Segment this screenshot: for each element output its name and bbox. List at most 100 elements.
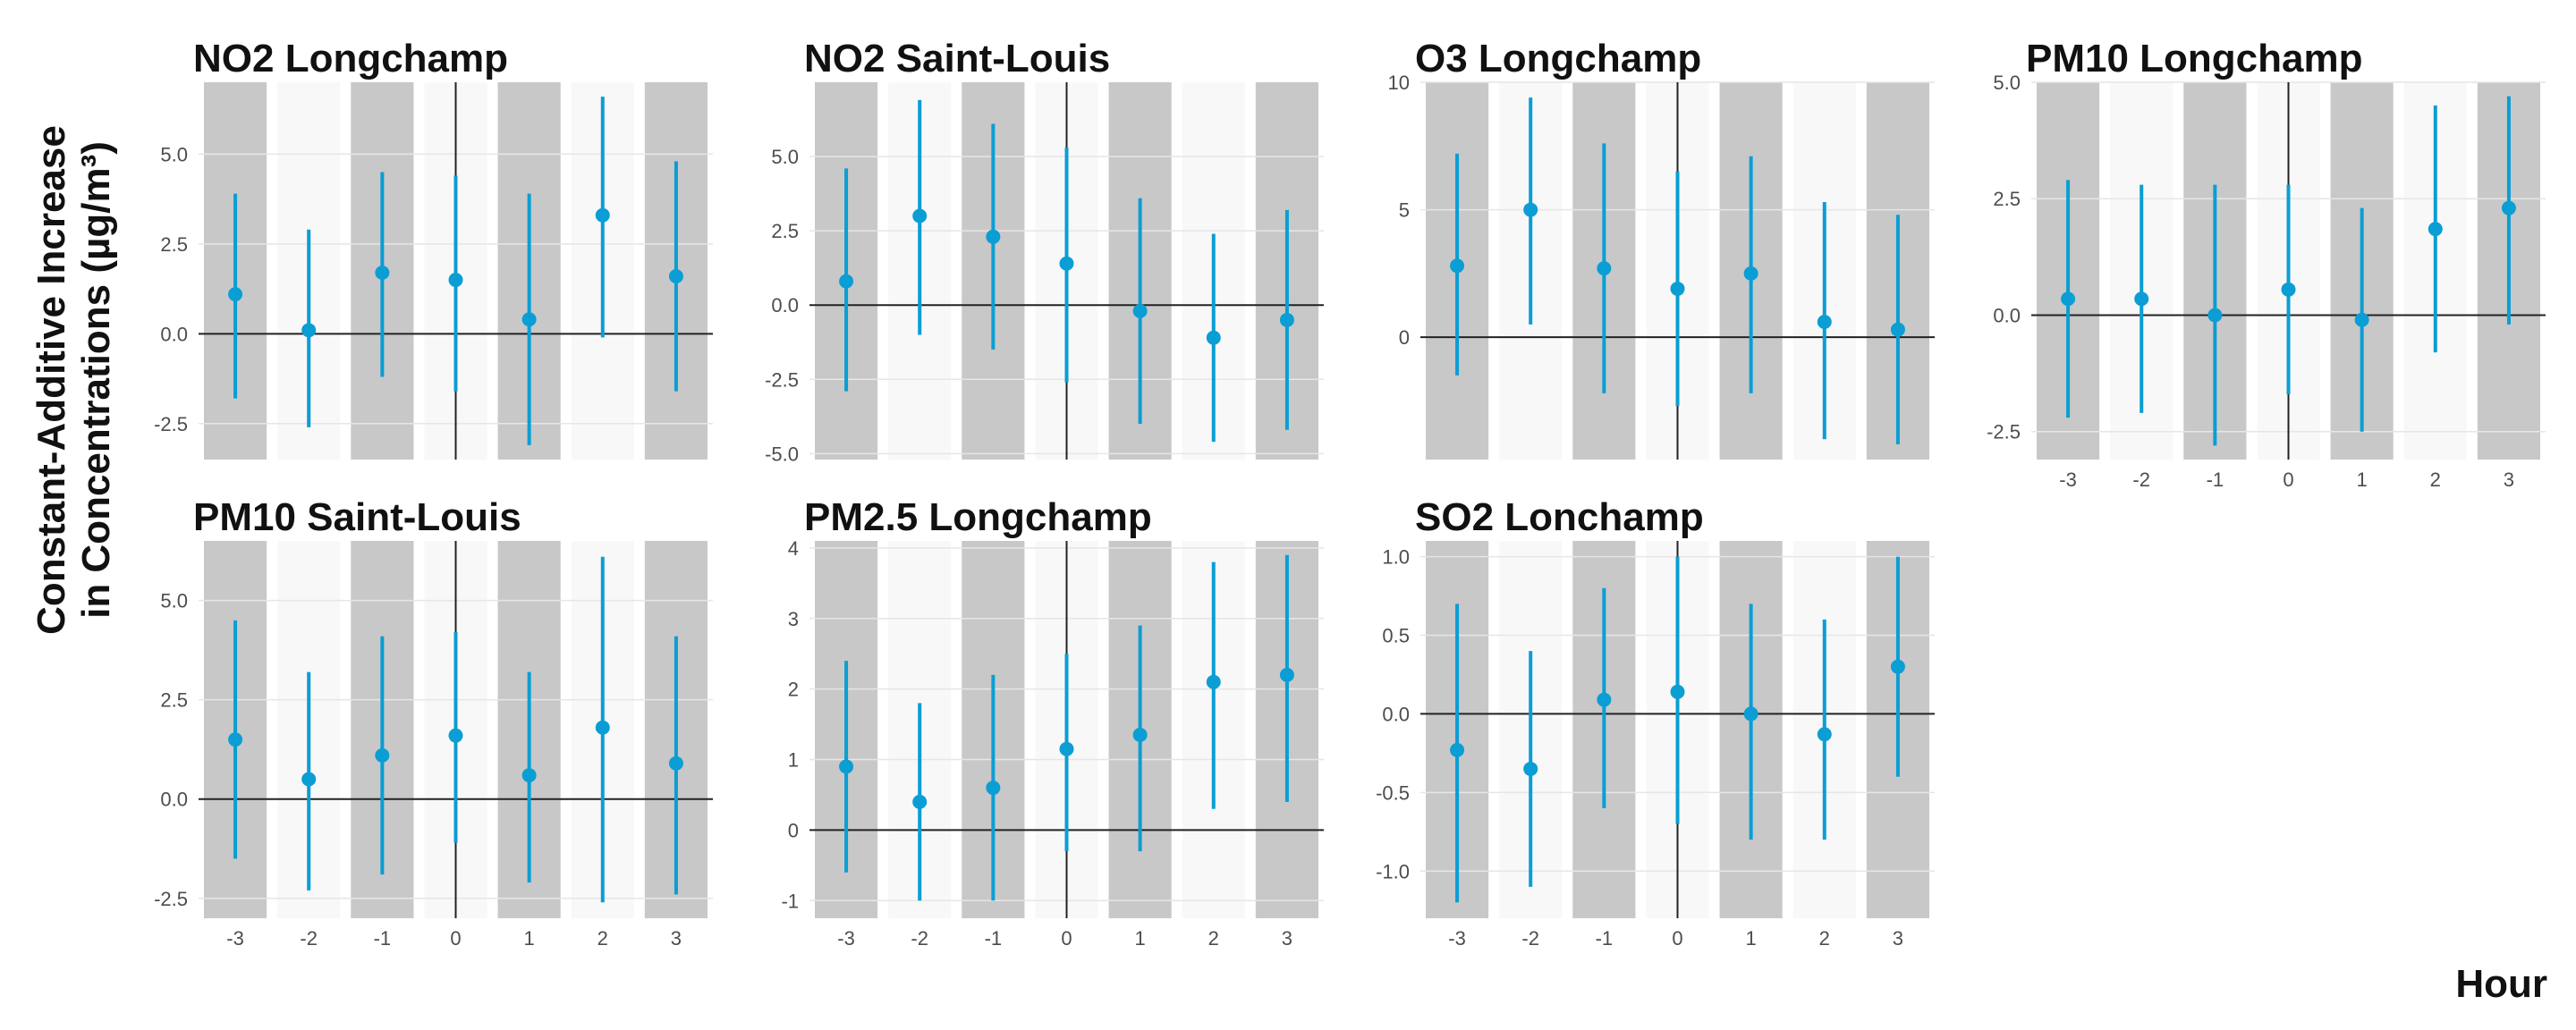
x-tick-label: -2 <box>911 927 928 950</box>
point-estimate <box>301 323 317 338</box>
x-tick-label: -2 <box>1521 927 1539 950</box>
point-estimate <box>1523 202 1538 217</box>
facet-panel: -2.5 0.0 2.5 5.0 -3 -2 -1 0 1 2 3 PM10 Saint-Louis <box>154 495 713 950</box>
x-tick-label: 1 <box>1135 927 1146 950</box>
point-estimate <box>668 756 683 771</box>
panel-title: PM10 Saint-Louis <box>193 495 521 539</box>
y-tick-label: 5.0 <box>771 146 799 168</box>
y-tick-label: 0 <box>1399 326 1410 349</box>
y-tick-label: 0.0 <box>1993 304 2021 326</box>
point-estimate <box>2061 291 2076 307</box>
x-tick-label: 3 <box>671 927 682 950</box>
y-tick-label: -0.5 <box>1376 781 1410 804</box>
x-tick-label: -1 <box>1596 927 1614 950</box>
y-axis-title-line2: in Concentrations (µg/m³) <box>74 141 118 619</box>
y-tick-label: 0.0 <box>160 789 188 811</box>
point-estimate <box>2428 222 2443 237</box>
panel-title: PM2.5 Longchamp <box>804 495 1152 539</box>
y-tick-label: -2.5 <box>1987 421 2021 443</box>
point-estimate <box>595 720 610 735</box>
y-tick-label: -2.5 <box>154 413 188 435</box>
x-tick-label: 0 <box>450 927 461 950</box>
point-estimate <box>375 747 390 763</box>
x-tick-label: -3 <box>226 927 244 950</box>
point-estimate <box>595 207 610 223</box>
y-tick-label: -2.5 <box>154 888 188 910</box>
point-estimate <box>1132 727 1148 742</box>
y-tick-label: 5.0 <box>160 590 188 612</box>
y-tick-label: 3 <box>788 608 799 630</box>
facet-panels: -2.5 0.0 2.5 5.0 NO2 Longchamp -5.0 -2.5 0.0 2.5… <box>154 37 2546 950</box>
point-estimate <box>986 229 1001 244</box>
panel-title: NO2 Saint-Louis <box>804 37 1110 80</box>
y-axis-title-line1: Constant-Additive Increase <box>30 125 73 635</box>
panel-title: NO2 Longchamp <box>193 37 508 80</box>
point-estimate <box>839 274 854 289</box>
point-estimate <box>1743 706 1758 722</box>
y-tick-label: 10 <box>1388 72 1410 94</box>
y-tick-label: -2.5 <box>765 368 799 391</box>
y-tick-label: 1 <box>788 749 799 772</box>
x-axis-title: Hour <box>2455 962 2547 1006</box>
facet-panel: -5.0 -2.5 0.0 2.5 5.0 NO2 Saint-Louis <box>765 37 1324 465</box>
y-tick-label: 0.0 <box>1382 703 1410 725</box>
y-tick-label: 5.0 <box>160 143 188 165</box>
point-estimate <box>1450 258 1465 274</box>
point-estimate <box>1132 303 1148 318</box>
point-estimate <box>1279 667 1294 682</box>
point-estimate <box>1059 256 1074 271</box>
point-estimate <box>1206 674 1221 689</box>
panel-title: PM10 Longchamp <box>2026 37 2363 80</box>
x-tick-label: -3 <box>2059 469 2077 491</box>
x-tick-label: -2 <box>300 927 318 950</box>
point-estimate <box>1279 312 1294 327</box>
x-tick-label: -3 <box>1448 927 1466 950</box>
x-tick-label: 3 <box>2504 469 2514 491</box>
x-tick-label: 1 <box>524 927 535 950</box>
point-estimate <box>986 781 1001 796</box>
x-tick-label: -1 <box>374 927 392 950</box>
x-tick-label: 3 <box>1893 927 1903 950</box>
y-tick-label: 2.5 <box>1993 188 2021 210</box>
point-estimate <box>1817 727 1832 742</box>
point-estimate <box>912 794 928 809</box>
panel-title: O3 Longchamp <box>1415 37 1701 80</box>
y-tick-label: 0.0 <box>160 323 188 345</box>
x-tick-label: 2 <box>1819 927 1830 950</box>
panel-title: SO2 Lonchamp <box>1415 495 1704 539</box>
y-tick-label: -1 <box>781 890 799 912</box>
x-tick-label: 1 <box>2357 469 2368 491</box>
y-tick-label: 5 <box>1399 199 1410 222</box>
y-tick-label: 4 <box>788 537 799 560</box>
point-estimate <box>375 266 390 281</box>
point-estimate <box>1817 315 1832 330</box>
facet-panel: -1.0 -0.5 0.0 0.5 1.0 -3 -2 -1 0 1 2 3 SO2 Lonchamp <box>1376 495 1935 950</box>
point-estimate <box>912 208 928 224</box>
point-estimate <box>668 269 683 284</box>
point-estimate <box>228 287 243 302</box>
point-estimate <box>521 768 537 783</box>
point-estimate <box>1206 330 1221 345</box>
point-estimate <box>2354 312 2369 327</box>
point-estimate <box>1670 281 1685 296</box>
y-tick-label: -1.0 <box>1376 860 1410 882</box>
point-estimate <box>448 728 463 743</box>
x-tick-label: 2 <box>1208 927 1219 950</box>
point-estimate <box>2134 291 2149 307</box>
point-estimate <box>839 759 854 774</box>
point-estimate <box>1597 261 1612 276</box>
x-tick-label: 2 <box>2430 469 2441 491</box>
point-estimate <box>301 772 317 787</box>
point-estimate <box>1743 266 1758 281</box>
point-estimate <box>2207 308 2223 323</box>
point-estimate <box>1890 322 1905 337</box>
point-estimate <box>1597 692 1612 707</box>
facet-panel: -2.5 0.0 2.5 5.0 -3 -2 -1 0 1 2 3 PM10 Longchamp <box>1987 37 2546 491</box>
x-tick-label: 3 <box>1282 927 1292 950</box>
point-estimate <box>1450 742 1465 757</box>
y-tick-label: 0.5 <box>1382 625 1410 647</box>
y-tick-label: 2.5 <box>160 233 188 256</box>
point-estimate <box>1523 761 1538 776</box>
